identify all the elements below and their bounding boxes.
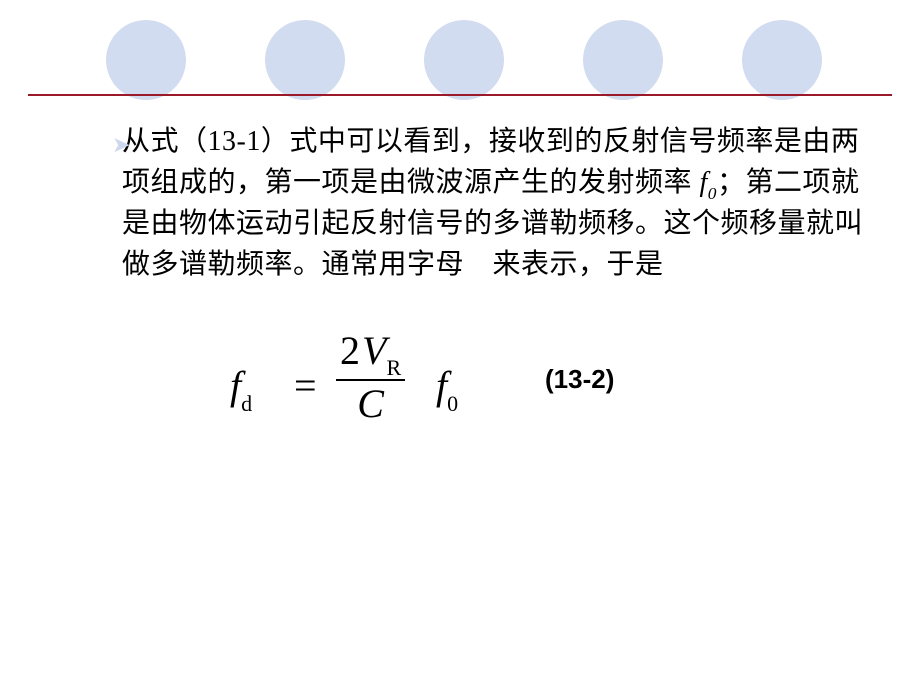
var-f-sub: 0 — [708, 184, 717, 203]
circle — [106, 20, 186, 100]
circle — [265, 20, 345, 100]
circle — [742, 20, 822, 100]
eq-lhs-f: f — [230, 363, 241, 408]
eq-lhs-sub: d — [241, 391, 252, 416]
eq-num-V-sub: R — [386, 355, 401, 380]
decorative-circles — [0, 20, 920, 100]
eq-fraction: 2VR C — [336, 330, 405, 425]
paragraph: 从式（13-1）式中可以看到，接收到的反射信号频率是由两项组成的，第一项是由微波… — [122, 122, 872, 286]
body-text-block: ➤ 从式（13-1）式中可以看到，接收到的反射信号频率是由两项组成的，第一项是由… — [122, 122, 872, 286]
eq-rhs-sub: 0 — [447, 391, 458, 416]
var-f0: f0 — [700, 167, 717, 198]
circle — [424, 20, 504, 100]
eq-num-V: V — [362, 328, 386, 373]
eq-equals: = — [294, 362, 317, 409]
eq-rhs-f: f — [436, 363, 447, 408]
eq-rhs: f0 — [436, 362, 458, 414]
eq-denominator: C — [336, 381, 405, 425]
horizontal-rule — [28, 94, 892, 96]
circle — [583, 20, 663, 100]
equation-label: (13-2) — [545, 364, 614, 395]
eq-lhs: fd — [230, 362, 252, 414]
eq-numerator: 2VR — [336, 330, 405, 381]
var-f: f — [700, 167, 708, 198]
bullet-icon: ➤ — [112, 132, 130, 158]
eq-num-coeff: 2 — [340, 328, 360, 373]
